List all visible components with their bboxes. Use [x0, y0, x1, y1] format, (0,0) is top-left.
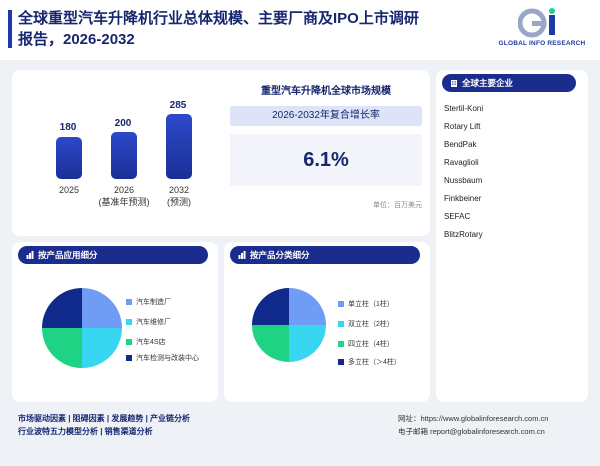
bar-2032	[166, 114, 192, 179]
bar-value-2025: 180	[59, 122, 77, 133]
companies-heading: 全球主要企业	[442, 74, 576, 92]
company-item: Finkbeiner	[444, 194, 482, 203]
logo-mark-icon	[518, 8, 555, 38]
chart-icon	[26, 251, 34, 259]
company-item: Stertil-Koni	[444, 104, 484, 113]
bar-value-2032: 285	[169, 100, 187, 111]
footer-links-line-1[interactable]: 市场驱动因素 | 阻碍因素 | 发展趋势 | 产业链分析	[18, 414, 191, 423]
company-item: Ravaglioli	[444, 158, 479, 167]
legend-swatch	[338, 321, 344, 327]
legend-swatch	[338, 301, 344, 307]
category-slice-3	[252, 325, 289, 362]
companies-heading-label: 全球主要企业	[462, 78, 514, 88]
legend-swatch	[126, 355, 132, 361]
legend-swatch	[338, 341, 344, 347]
footer: 市场驱动因素 | 阻碍因素 | 发展趋势 | 产业链分析 行业波特五力模型分析 …	[12, 408, 588, 458]
page-title: 全球重型汽车升降机行业总体规模、主要厂商及IPO上市调研 报告，2026-203…	[18, 8, 458, 50]
bar-year-2025: 2025	[58, 185, 80, 195]
application-slice-1	[82, 288, 122, 328]
footer-links-line-2[interactable]: 行业波特五力模型分析 | 销售渠道分析	[18, 427, 153, 436]
company-item: Rotary Lift	[444, 122, 481, 131]
legend-swatch	[126, 299, 132, 305]
market-size-panel: 180 2025 200 2026 (基准年预测) 285 2032 (预测) …	[12, 70, 430, 236]
application-slice-4	[42, 288, 82, 328]
building-icon	[451, 80, 457, 87]
bar-2026	[111, 132, 137, 179]
companies-panel: 全球主要企业 Stertil-Koni Rotary Lift BendPak …	[436, 70, 588, 402]
bar-note-2026: (基准年预测)	[98, 197, 150, 207]
header: 全球重型汽车升降机行业总体规模、主要厂商及IPO上市调研 报告，2026-203…	[0, 0, 600, 60]
bar-note-2032: (预测)	[167, 197, 191, 207]
title-accent-bar	[8, 10, 12, 48]
category-slice-4	[252, 288, 289, 325]
category-pie-chart	[252, 288, 326, 362]
chart-icon	[238, 251, 246, 259]
company-item: BlitzRotary	[444, 230, 483, 239]
category-panel: 按产品分类细分 单立柱（1柱） 双立柱（2柱） 四立柱（4柱） 多立柱（＞4柱）	[224, 242, 430, 402]
footer-links: 市场驱动因素 | 阻碍因素 | 发展趋势 | 产业链分析 行业波特五力模型分析 …	[18, 412, 190, 438]
application-heading-label: 按产品应用细分	[38, 250, 98, 260]
bar-year-2032: 2032	[168, 185, 190, 195]
cagr-label: 2026-2032年复合增长率	[230, 106, 422, 126]
market-title: 重型汽车升降机全球市场规模	[261, 86, 391, 97]
application-pie-chart	[42, 288, 122, 368]
company-item: Nussbaum	[444, 176, 483, 185]
legend-swatch	[126, 339, 132, 345]
company-item: BendPak	[444, 140, 477, 149]
footer-contact: 网址：https://www.globalinforesearch.com.cn…	[398, 412, 578, 438]
cagr-value: 6.1%	[230, 134, 422, 186]
bar-2025	[56, 137, 82, 179]
category-slice-1	[289, 288, 326, 325]
logo-text: GLOBAL INFO RESEARCH	[498, 40, 586, 47]
application-panel: 按产品应用细分 汽车制造厂 汽车维修厂 汽车4S店 汽车检测与改装中心	[12, 242, 218, 402]
company-item: SEFAC	[444, 212, 471, 221]
application-slice-3	[42, 328, 82, 368]
category-slice-2	[289, 325, 326, 362]
website-link[interactable]: 网址：https://www.globalinforesearch.com.cn	[398, 414, 549, 423]
company-logo: GLOBAL INFO RESEARCH	[492, 8, 592, 50]
bar-value-2026: 200	[114, 118, 132, 129]
bar-year-2026: 2026	[113, 185, 135, 195]
legend-swatch	[126, 319, 132, 325]
unit-label: 单位：百万美元	[373, 202, 422, 209]
application-slice-2	[82, 328, 122, 368]
title-line-1: 全球重型汽车升降机行业总体规模、主要厂商及IPO上市调研	[18, 10, 419, 27]
email-link[interactable]: 电子邮箱 report@globalinforesearch.com.cn	[398, 427, 545, 436]
title-line-2: 报告，2026-2032	[18, 31, 135, 48]
category-heading: 按产品分类细分	[230, 246, 420, 264]
category-heading-label: 按产品分类细分	[250, 250, 310, 260]
application-heading: 按产品应用细分	[18, 246, 208, 264]
legend-swatch	[338, 359, 344, 365]
